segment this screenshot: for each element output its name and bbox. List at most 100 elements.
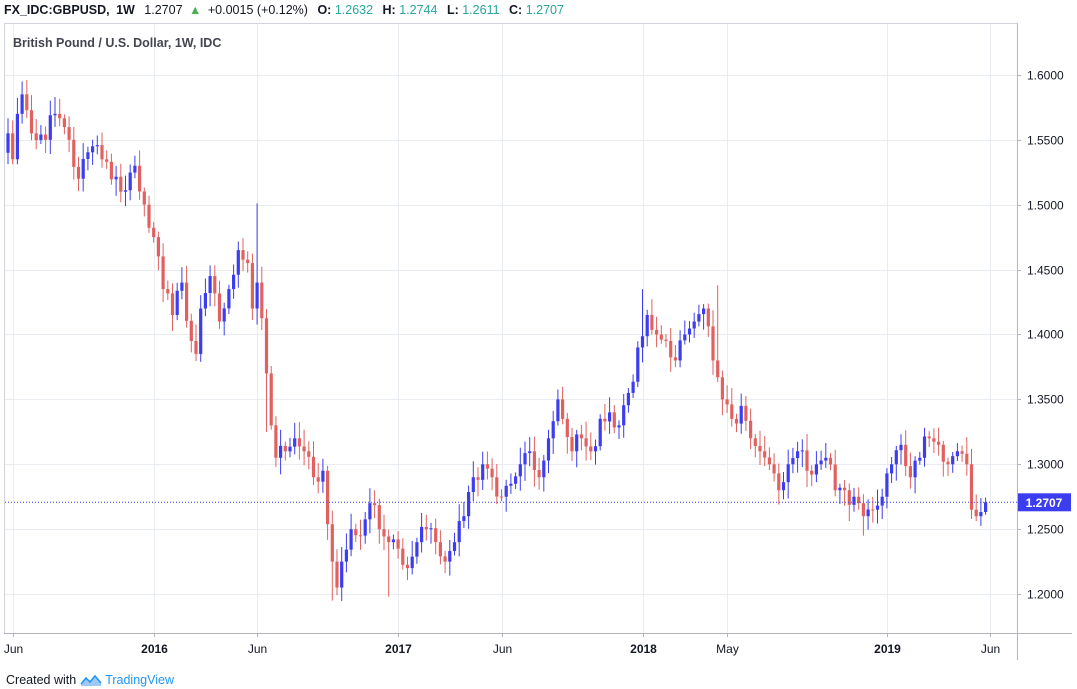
candle-up[interactable] xyxy=(781,471,786,500)
candle-down[interactable] xyxy=(960,445,964,462)
candle-up[interactable] xyxy=(368,488,372,534)
candle-up[interactable] xyxy=(180,267,184,300)
candle-up[interactable] xyxy=(471,461,475,502)
candle-up[interactable] xyxy=(551,410,555,454)
candle-down[interactable] xyxy=(589,432,593,461)
candle-down[interactable] xyxy=(753,434,757,458)
candle-down[interactable] xyxy=(67,116,71,153)
candle-down[interactable] xyxy=(805,434,809,488)
candle-up[interactable] xyxy=(593,439,598,465)
candle-up[interactable] xyxy=(279,429,283,475)
candle-up[interactable] xyxy=(687,321,692,343)
candle-down[interactable] xyxy=(664,333,668,348)
candle-down[interactable] xyxy=(274,416,278,467)
candle-down[interactable] xyxy=(767,447,771,471)
candle-up[interactable] xyxy=(617,420,621,439)
candle-down[interactable] xyxy=(377,498,381,544)
candle-down[interactable] xyxy=(833,449,837,497)
candle-down[interactable] xyxy=(283,441,287,461)
candle-down[interactable] xyxy=(260,266,264,331)
candle-down[interactable] xyxy=(119,163,123,203)
candle-down[interactable] xyxy=(777,463,781,505)
candle-up[interactable] xyxy=(636,341,640,387)
candle-up[interactable] xyxy=(509,473,513,494)
candle-up[interactable] xyxy=(692,312,696,338)
candle-up[interactable] xyxy=(955,443,959,461)
candle-down[interactable] xyxy=(58,98,62,127)
candle-down[interactable] xyxy=(871,496,875,523)
candle-down[interactable] xyxy=(711,310,715,375)
candle-down[interactable] xyxy=(307,441,311,470)
candle-down[interactable] xyxy=(584,421,588,461)
candle-down[interactable] xyxy=(166,280,170,301)
candle-up[interactable] xyxy=(91,139,95,165)
candle-up[interactable] xyxy=(608,397,612,434)
candle-up[interactable] xyxy=(626,387,630,413)
candle-down[interactable] xyxy=(405,556,410,581)
candle-up[interactable] xyxy=(702,304,706,330)
candle-up[interactable] xyxy=(528,437,532,467)
candle-down[interactable] xyxy=(396,531,400,559)
candle-down[interactable] xyxy=(194,324,198,362)
candle-down[interactable] xyxy=(25,80,29,119)
candle-down[interactable] xyxy=(758,430,762,466)
candle-up[interactable] xyxy=(575,429,579,468)
symbol-name[interactable]: FX_IDC:GBPUSD, xyxy=(4,3,110,17)
candle-up[interactable] xyxy=(645,309,649,347)
candle-down[interactable] xyxy=(443,550,447,574)
tradingview-logo-icon[interactable] xyxy=(80,673,102,687)
candle-down[interactable] xyxy=(612,405,616,434)
candle-down[interactable] xyxy=(579,424,583,451)
candle-down[interactable] xyxy=(969,448,974,520)
candle-down[interactable] xyxy=(763,436,767,467)
candle-up[interactable] xyxy=(53,97,57,127)
candle-up[interactable] xyxy=(114,165,118,196)
candle-down[interactable] xyxy=(476,467,480,497)
candle-down[interactable] xyxy=(269,366,273,430)
candle-down[interactable] xyxy=(495,464,499,505)
candle-up[interactable] xyxy=(410,540,414,575)
tradingview-brand[interactable]: TradingView xyxy=(105,673,174,687)
candle-down[interactable] xyxy=(965,437,969,476)
candle-down[interactable] xyxy=(330,510,334,601)
candle-down[interactable] xyxy=(941,440,945,477)
candle-up[interactable] xyxy=(824,442,828,469)
candle-up[interactable] xyxy=(598,414,602,451)
candle-down[interactable] xyxy=(297,422,301,460)
candle-up[interactable] xyxy=(15,97,19,165)
candle-up[interactable] xyxy=(875,489,880,524)
candle-down[interactable] xyxy=(749,408,753,450)
candle-down[interactable] xyxy=(72,127,76,180)
candle-down[interactable] xyxy=(937,427,941,456)
candle-down[interactable] xyxy=(570,427,574,461)
candle-up[interactable] xyxy=(800,439,804,468)
candle-up[interactable] xyxy=(457,504,461,557)
candle-up[interactable] xyxy=(452,532,457,556)
candle-down[interactable] xyxy=(354,523,358,543)
candle-down[interactable] xyxy=(185,265,189,328)
candle-up[interactable] xyxy=(631,374,635,398)
candle-down[interactable] xyxy=(655,316,659,348)
candle-down[interactable] xyxy=(532,436,536,487)
candle-down[interactable] xyxy=(927,431,931,448)
candle-up[interactable] xyxy=(791,447,795,474)
candle-down[interactable] xyxy=(424,514,428,541)
candle-up[interactable] xyxy=(81,143,85,192)
candle-up[interactable] xyxy=(796,441,800,473)
candle-up[interactable] xyxy=(838,483,842,504)
candle-up[interactable] xyxy=(739,393,743,434)
candle-down[interactable] xyxy=(358,519,363,550)
candle-down[interactable] xyxy=(373,490,377,519)
candle-up[interactable] xyxy=(288,437,292,458)
candle-up[interactable] xyxy=(556,389,560,426)
candle-up[interactable] xyxy=(866,499,870,530)
candle-up[interactable] xyxy=(6,118,10,165)
candle-down[interactable] xyxy=(316,463,320,494)
candle-down[interactable] xyxy=(561,386,565,425)
candle-up[interactable] xyxy=(293,422,297,455)
candle-up[interactable] xyxy=(340,547,344,601)
candle-down[interactable] xyxy=(499,489,504,502)
candle-down[interactable] xyxy=(706,303,710,338)
candle-up[interactable] xyxy=(349,513,353,557)
candle-up[interactable] xyxy=(175,282,179,321)
